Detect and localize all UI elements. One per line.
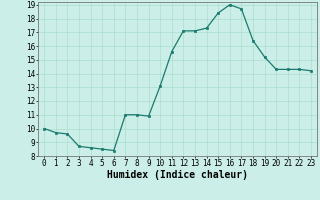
X-axis label: Humidex (Indice chaleur): Humidex (Indice chaleur): [107, 170, 248, 180]
